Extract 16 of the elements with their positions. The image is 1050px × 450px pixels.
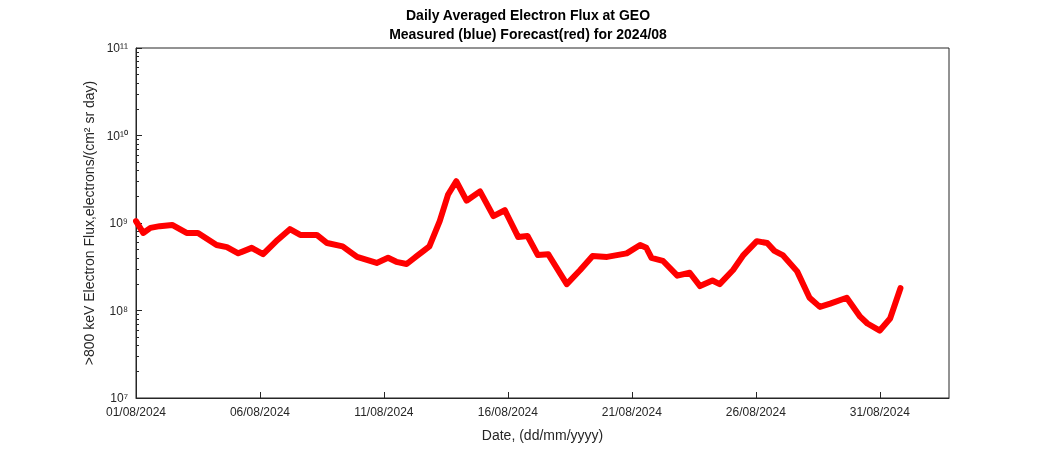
chart-subtitle: Measured (blue) Forecast(red) for 2024/08	[389, 26, 668, 42]
y-tick-label: 10¹¹	[106, 41, 128, 55]
y-tick-label: 10⁸	[109, 303, 128, 318]
y-tick-label: 10⁷	[110, 391, 128, 405]
x-tick-label: 31/08/2024	[849, 405, 911, 419]
y-axis-title: >800 keV Electron Flux,electrons/(cm² sr day)	[80, 80, 97, 366]
chart-title: Daily Averaged Electron Flux at GEO	[405, 7, 651, 23]
y-tick-label: 10¹⁰	[106, 128, 128, 143]
x-tick-label: 16/08/2024	[477, 405, 539, 419]
x-tick-label: 11/08/2024	[354, 405, 414, 419]
x-tick-label: 06/08/2024	[229, 405, 291, 419]
x-tick-label: 01/08/2024	[105, 405, 167, 419]
x-axis-title: Date, (dd/mm/yyyy)	[481, 427, 604, 443]
y-tick-label: 10⁹	[109, 216, 128, 230]
x-tick-label: 21/08/2024	[601, 405, 663, 419]
x-tick-label: 26/08/2024	[725, 405, 787, 419]
